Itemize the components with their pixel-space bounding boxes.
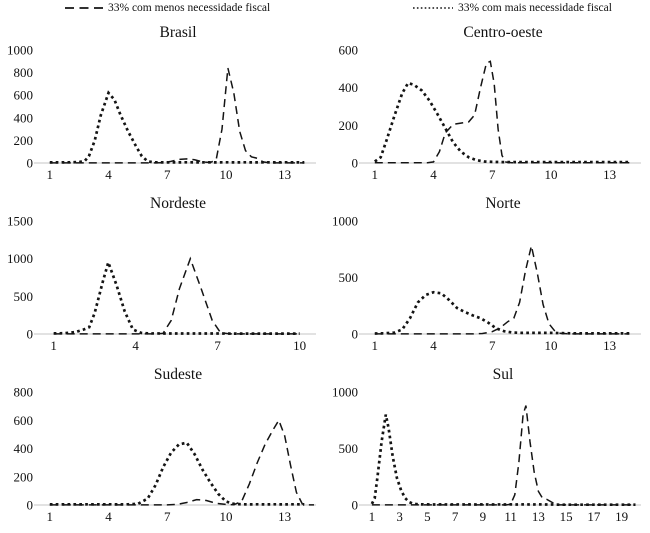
y-tick-label: 200 <box>14 469 34 484</box>
x-tick-label: 17 <box>587 509 601 524</box>
x-tick-label: 10 <box>544 167 557 182</box>
y-tick-label: 1000 <box>332 214 358 229</box>
x-tick-label: 1 <box>369 509 376 524</box>
x-tick-label: 1 <box>372 338 379 353</box>
chart-sudeste: Sudeste 0 200 400 600 800 1 4 7 10 13 <box>14 366 316 524</box>
x-tick-label: 10 <box>544 338 557 353</box>
chart-title: Nordeste <box>150 195 206 212</box>
series-line-dotted <box>49 441 305 506</box>
chart-title: Brasil <box>159 24 196 41</box>
x-tick-label: 10 <box>219 509 232 524</box>
x-tick-label: 11 <box>504 509 517 524</box>
y-tick-label: 1500 <box>7 214 33 229</box>
y-tick-label: 500 <box>339 270 359 285</box>
x-tick-label: 7 <box>164 509 171 524</box>
series-line-dashed <box>49 418 314 506</box>
x-tick-label: 9 <box>480 509 487 524</box>
y-tick-label: 400 <box>14 441 34 456</box>
x-tick-label: 7 <box>489 167 496 182</box>
x-tick-label: 10 <box>219 167 232 182</box>
x-tick-label: 13 <box>278 509 291 524</box>
x-tick-label: 1 <box>47 509 54 524</box>
y-tick-label: 1000 <box>332 385 358 400</box>
x-tick-label: 7 <box>489 338 496 353</box>
y-tick-label: 0 <box>27 327 34 342</box>
x-tick-label: 5 <box>424 509 431 524</box>
dashed-line-icon <box>65 7 103 9</box>
series-line-dotted <box>49 90 305 164</box>
x-tick-label: 13 <box>603 167 616 182</box>
y-tick-label: 600 <box>14 413 34 428</box>
y-tick-label: 500 <box>14 289 34 304</box>
x-tick-label: 4 <box>105 509 112 524</box>
chart-nordeste: Nordeste 0 500 1000 1500 1 4 7 10 <box>7 195 316 353</box>
chart-centro-oeste: Centro-oeste 0 200 400 600 1 4 7 10 13 <box>339 24 641 182</box>
series-line-dashed <box>371 405 636 506</box>
y-tick-label: 600 <box>339 43 359 58</box>
y-tick-label: 400 <box>339 80 359 95</box>
legend-label: 33% com menos necessidade fiscal <box>108 2 271 14</box>
x-tick-label: 4 <box>132 338 139 353</box>
y-tick-label: 800 <box>14 65 34 80</box>
y-tick-label: 0 <box>27 498 34 513</box>
x-tick-label: 10 <box>293 338 306 353</box>
x-tick-label: 19 <box>615 509 628 524</box>
y-tick-label: 0 <box>27 156 34 171</box>
x-tick-label: 3 <box>396 509 403 524</box>
x-tick-label: 15 <box>560 509 573 524</box>
series-line-dashed <box>53 256 300 335</box>
series-line-dotted <box>374 290 630 335</box>
series-line-dashed <box>374 245 630 335</box>
y-tick-label: 0 <box>352 156 359 171</box>
y-tick-label: 200 <box>339 118 359 133</box>
x-tick-label: 7 <box>214 338 221 353</box>
x-tick-label: 7 <box>164 167 171 182</box>
chart-brasil: Brasil 0 200 400 600 800 1000 1 4 7 10 13 <box>7 24 316 182</box>
x-tick-label: 1 <box>50 338 57 353</box>
series-line-dotted <box>374 81 630 164</box>
series-line-dotted <box>53 258 300 335</box>
y-tick-label: 1000 <box>7 251 33 266</box>
y-tick-label: 800 <box>14 385 34 400</box>
dotted-line-icon <box>413 7 453 9</box>
x-tick-label: 13 <box>278 167 291 182</box>
series-line-dotted <box>370 414 636 507</box>
x-tick-label: 13 <box>603 338 616 353</box>
chart-norte: Norte 0 500 1000 1 4 7 10 13 <box>332 195 641 353</box>
chart-title: Sudeste <box>154 366 202 383</box>
x-tick-label: 4 <box>430 338 437 353</box>
y-tick-label: 600 <box>14 88 34 103</box>
legend-item-mais: 33% com mais necessidade fiscal <box>412 2 612 14</box>
x-tick-label: 1 <box>47 167 54 182</box>
chart-title: Sul <box>493 366 514 383</box>
chart-title: Norte <box>485 195 520 212</box>
series-line-dashed <box>374 60 630 164</box>
charts-grid: Brasil 0 200 400 600 800 1000 1 4 7 10 13 Centro-oe… <box>0 20 650 533</box>
series-line-dashed <box>49 67 305 164</box>
x-tick-label: 7 <box>452 509 459 524</box>
y-tick-label: 400 <box>14 110 34 125</box>
legend-item-menos: 33% com menos necessidade fiscal <box>64 2 270 14</box>
legend-label: 33% com mais necessidade fiscal <box>458 2 612 14</box>
legend: 33% com menos necessidade fiscal 33% com… <box>0 0 650 18</box>
x-tick-label: 4 <box>430 167 437 182</box>
x-tick-label: 1 <box>372 167 379 182</box>
x-tick-label: 13 <box>532 509 545 524</box>
chart-title: Centro-oeste <box>463 24 542 41</box>
y-tick-label: 500 <box>339 441 359 456</box>
y-tick-label: 0 <box>352 327 359 342</box>
x-tick-label: 4 <box>105 167 112 182</box>
y-tick-label: 200 <box>14 133 34 148</box>
y-tick-label: 0 <box>352 498 359 513</box>
y-tick-label: 1000 <box>7 43 33 58</box>
